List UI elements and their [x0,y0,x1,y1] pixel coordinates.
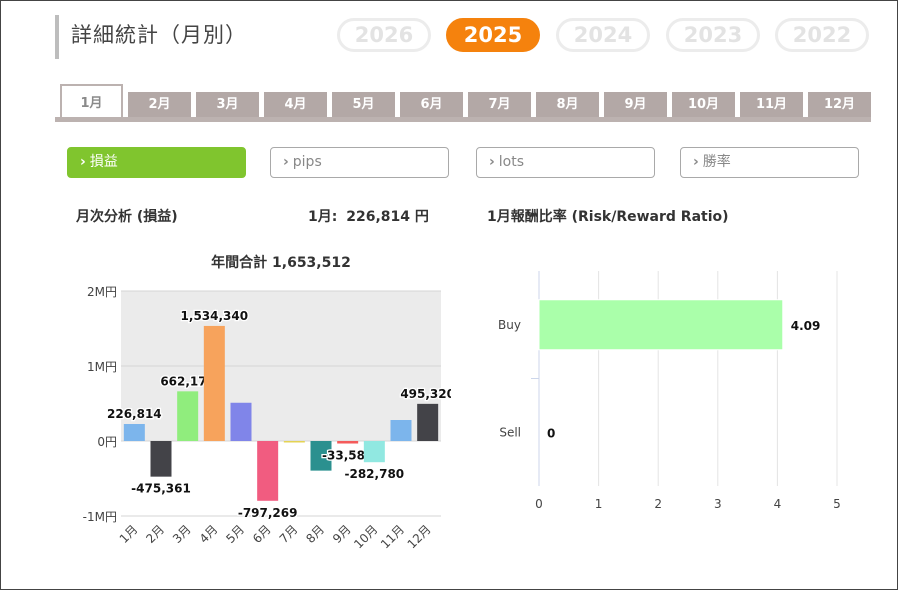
data-label: 0 [547,426,555,440]
chevron-right-icon: › [80,154,86,170]
year-button-2024[interactable]: 2024 [556,18,650,52]
metric-button-1[interactable]: › 損益 [67,147,246,178]
tab-month-10[interactable]: 10月 [672,92,735,118]
x-tick-label: 10月 [351,522,380,551]
y-tick-label: -1M円 [83,510,117,524]
bar-12 [417,403,439,441]
bar-6 [257,441,279,501]
data-label: -282,780 [345,467,405,481]
month-tabs-underline [55,117,871,122]
data-label: 495,320 [400,387,451,401]
month-summary-value: 226,814 円 [346,209,429,225]
y-tick-label: 1M円 [87,360,117,374]
bar-1 [123,423,145,441]
rr-title: 1月報酬比率 (Risk/Reward Ratio) [487,209,729,225]
x-tick-label: 11月 [378,522,407,551]
tab-month-11[interactable]: 11月 [740,92,803,118]
month-summary-label: 1月: [308,209,338,225]
y-category-label: Buy [498,318,521,332]
x-tick-label: 0 [535,497,543,511]
x-tick-label: 6月 [250,522,274,546]
x-tick-label: 4 [774,497,782,511]
year-button-2023[interactable]: 2023 [666,18,760,52]
x-tick-label: 1 [595,497,603,511]
bar-11 [390,420,412,441]
x-tick-label: 3 [714,497,722,511]
tab-month-1[interactable]: 1月 [60,84,123,122]
tab-month-8[interactable]: 8月 [536,92,599,118]
data-label: 662,171 [160,374,215,388]
x-tick-label: 2月 [143,522,167,546]
data-label: -33,580 [322,449,373,463]
x-tick-label: 7月 [277,522,301,546]
tab-month-9[interactable]: 9月 [604,92,667,118]
monthly-pl-chart: 年間合計 1,653,512 2M円 1M円 0円 -1M円 226,814 1月 -475,… [83,254,451,551]
bar-2 [150,441,172,477]
data-label: -797,269 [238,506,298,520]
y-category-label: Sell [499,425,521,439]
bar-10 [363,441,385,463]
x-tick-label: 5月 [223,522,247,546]
chevron-right-icon: › [283,154,289,170]
bar-8 [310,441,332,471]
chevron-right-icon: › [489,154,495,170]
page-title: 詳細統計（月別） [71,23,247,47]
x-tick-label: 8月 [303,522,327,546]
year-button-2025[interactable]: 2025 [446,18,540,52]
metric-button-label: pips [292,154,322,170]
bar-buy [538,299,784,351]
tab-month-3[interactable]: 3月 [196,92,259,118]
risk-reward-chart: 0 1 2 3 4 5 Buy 4.09 Sell 0 [498,271,841,511]
bar-3 [177,391,199,441]
tab-month-4[interactable]: 4月 [264,92,327,118]
metric-button-4[interactable]: › 勝率 [680,147,859,178]
page-title-bar: 詳細統計（月別） [55,15,247,59]
data-label: -475,361 [131,482,191,496]
x-tick-label: 1月 [117,522,141,546]
bar-9 [337,441,359,444]
data-label: 1,534,340 [181,309,249,323]
x-tick-label: 2 [654,497,662,511]
metric-button-3[interactable]: › lots [476,147,655,178]
x-tick-label: 5 [833,497,841,511]
x-tick-label: 3月 [170,522,194,546]
year-button-2026[interactable]: 2026 [337,18,431,52]
data-label: 4.09 [791,319,821,333]
x-tick-label: 4月 [197,522,221,546]
month-summary: 1月: 226,814 円 [308,206,429,226]
tab-month-2[interactable]: 2月 [128,92,191,118]
tab-month-5[interactable]: 5月 [332,92,395,118]
bar-5 [230,402,252,441]
chevron-right-icon: › [693,154,699,170]
metric-button-2[interactable]: › pips [270,147,449,178]
year-button-2022[interactable]: 2022 [775,18,869,52]
metric-button-label: 損益 [89,154,118,170]
x-tick-label: 9月 [330,522,354,546]
bar-7 [283,441,305,443]
y-tick-label: 0円 [97,435,117,449]
monthly-analysis-title: 月次分析 (損益) [76,209,178,225]
metric-button-label: lots [498,154,525,170]
chart-title: 年間合計 1,653,512 [211,254,351,271]
metric-button-label: 勝率 [702,154,731,170]
x-tick-label: 12月 [405,522,434,551]
bar-4 [203,325,225,441]
tab-month-7[interactable]: 7月 [468,92,531,118]
data-label: 226,814 [107,407,162,421]
tab-month-6[interactable]: 6月 [400,92,463,118]
y-tick-label: 2M円 [87,285,117,299]
tab-month-12[interactable]: 12月 [808,92,871,118]
